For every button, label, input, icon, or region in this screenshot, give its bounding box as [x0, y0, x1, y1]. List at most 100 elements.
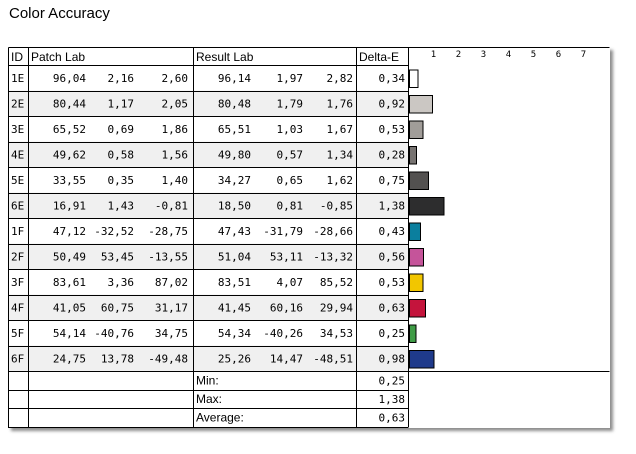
delta-e-value: 0,53 [379, 123, 406, 136]
axis-tick-label: 7 [581, 50, 586, 60]
delta-e-value: 0,56 [379, 250, 406, 263]
result-lab-value: 1,03 [277, 123, 304, 136]
patch-lab-value: 80,44 [53, 97, 86, 110]
patch-lab-value: 50,49 [53, 250, 86, 263]
patch-lab-value: 54,14 [53, 327, 86, 340]
summary-label: Max: [196, 392, 222, 406]
axis-tick-label: 5 [531, 50, 536, 60]
axis-tick-label: 2 [456, 50, 461, 60]
patch-lab-value: 0,58 [108, 148, 135, 161]
row-id: 6E [11, 199, 24, 212]
delta-e-bar [409, 324, 417, 343]
row-id: 6F [11, 352, 24, 365]
patch-lab-value: -13,55 [148, 250, 188, 263]
patch-lab-value: 53,45 [101, 250, 134, 263]
patch-lab-value: 96,04 [53, 72, 86, 85]
result-lab-value: 1,62 [327, 174, 354, 187]
row-id: 1F [11, 225, 24, 238]
delta-e-bar [409, 299, 426, 318]
page-title: Color Accuracy [9, 5, 110, 22]
result-lab-value: 4,07 [277, 276, 304, 289]
delta-e-value: 0,25 [379, 327, 406, 340]
patch-lab-value: 87,02 [155, 276, 188, 289]
row-shade [8, 141, 408, 167]
result-lab-value: 1,97 [277, 72, 304, 85]
result-lab-value: 96,14 [218, 72, 251, 85]
patch-lab-value: 60,75 [101, 301, 134, 314]
delta-e-value: 0,98 [379, 352, 406, 365]
patch-lab-value: 47,12 [53, 225, 86, 238]
patch-lab-header: Patch Lab [31, 50, 85, 64]
result-lab-header: Result Lab [196, 50, 254, 64]
patch-lab-value: 2,16 [108, 72, 135, 85]
id-header: ID [11, 50, 23, 64]
row-id: 3F [11, 276, 24, 289]
result-lab-value: 1,67 [327, 123, 354, 136]
result-lab-value: 0,81 [277, 199, 304, 212]
delta-e-bar [409, 248, 424, 267]
axis-tick-label: 3 [481, 50, 486, 60]
delta-e-value: 0,53 [379, 276, 406, 289]
patch-lab-value: 2,60 [162, 72, 189, 85]
summary-value: 0,25 [379, 374, 406, 387]
delta-e-value: 0,63 [379, 301, 406, 314]
delta-e-bar [409, 69, 419, 88]
result-lab-value: 1,34 [327, 148, 354, 161]
patch-lab-value: -0,81 [155, 199, 188, 212]
delta-e-bar [409, 197, 445, 216]
patch-lab-value: 65,52 [53, 123, 86, 136]
patch-lab-value: 1,56 [162, 148, 189, 161]
result-lab-value: 60,16 [270, 301, 303, 314]
result-lab-value: -40,26 [263, 327, 303, 340]
row-shade [8, 345, 408, 371]
result-lab-value: 51,04 [218, 250, 251, 263]
result-lab-value: 53,11 [270, 250, 303, 263]
row-id: 3E [11, 123, 24, 136]
result-lab-value: 80,48 [218, 97, 251, 110]
row-id: 2F [11, 250, 24, 263]
result-lab-value: -48,51 [313, 352, 353, 365]
delta-e-header: Delta-E [359, 50, 399, 64]
patch-lab-value: -32,52 [94, 225, 134, 238]
delta-e-value: 0,92 [379, 97, 406, 110]
result-lab-value: 14,47 [270, 352, 303, 365]
axis-tick-label: 6 [556, 50, 561, 60]
delta-e-value: 0,43 [379, 225, 406, 238]
summary-label: Average: [196, 410, 244, 424]
row-shade [8, 90, 408, 116]
summary-label: Min: [196, 373, 219, 387]
patch-lab-value: 31,17 [155, 301, 188, 314]
patch-lab-value: 3,36 [108, 276, 135, 289]
patch-lab-value: -28,75 [148, 225, 188, 238]
patch-lab-value: 1,40 [162, 174, 189, 187]
result-lab-value: 25,26 [218, 352, 251, 365]
patch-lab-value: 1,43 [108, 199, 135, 212]
row-shade [8, 294, 408, 320]
patch-lab-value: -40,76 [94, 327, 134, 340]
patch-lab-value: 49,62 [53, 148, 86, 161]
patch-lab-value: 0,35 [108, 174, 135, 187]
delta-e-bar [409, 146, 417, 165]
patch-lab-value: 16,91 [53, 199, 86, 212]
row-id: 2E [11, 97, 24, 110]
row-id: 4F [11, 301, 24, 314]
patch-lab-value: 1,17 [108, 97, 135, 110]
summary-value: 0,63 [379, 411, 406, 424]
patch-lab-value: 0,69 [108, 123, 135, 136]
row-id: 5E [11, 174, 24, 187]
result-lab-value: 2,82 [327, 72, 354, 85]
result-lab-value: -13,32 [313, 250, 353, 263]
result-lab-value: 34,27 [218, 174, 251, 187]
result-lab-value: 1,76 [327, 97, 354, 110]
result-lab-value: 85,52 [320, 276, 353, 289]
result-lab-value: 1,79 [277, 97, 304, 110]
patch-lab-value: 2,05 [162, 97, 189, 110]
row-id: 4E [11, 148, 24, 161]
patch-lab-value: 33,55 [53, 174, 86, 187]
patch-lab-value: 34,75 [155, 327, 188, 340]
result-lab-value: -31,79 [263, 225, 303, 238]
delta-e-bar [409, 350, 435, 369]
delta-e-bar [409, 171, 429, 190]
result-lab-value: 47,43 [218, 225, 251, 238]
result-lab-value: 18,50 [218, 199, 251, 212]
